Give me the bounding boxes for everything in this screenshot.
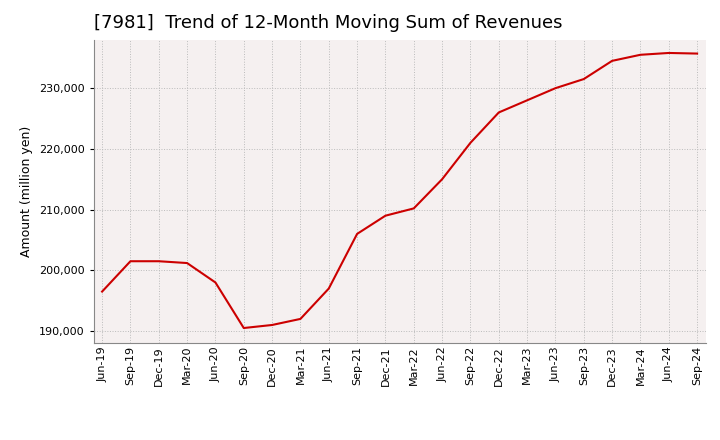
Text: [7981]  Trend of 12-Month Moving Sum of Revenues: [7981] Trend of 12-Month Moving Sum of R…: [94, 15, 562, 33]
Y-axis label: Amount (million yen): Amount (million yen): [20, 126, 33, 257]
